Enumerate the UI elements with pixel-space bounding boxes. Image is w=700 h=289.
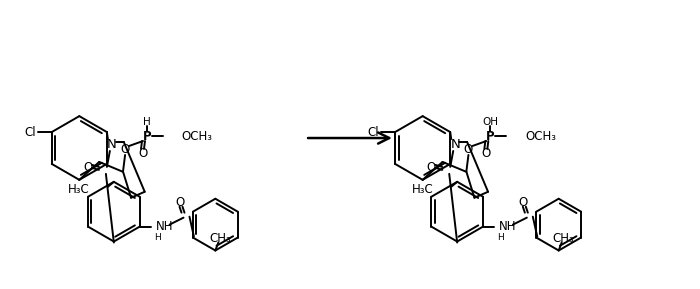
Text: O: O bbox=[83, 161, 92, 174]
Text: O: O bbox=[139, 147, 148, 160]
Text: O: O bbox=[482, 147, 491, 160]
Text: O: O bbox=[427, 161, 436, 174]
Text: Cl: Cl bbox=[368, 125, 379, 138]
Text: OH: OH bbox=[482, 117, 498, 127]
Text: Cl: Cl bbox=[24, 125, 36, 138]
Text: CH₃: CH₃ bbox=[553, 232, 575, 245]
Text: O: O bbox=[518, 196, 528, 209]
Text: N: N bbox=[450, 138, 460, 151]
Text: CH₃: CH₃ bbox=[209, 232, 231, 245]
Text: O: O bbox=[464, 143, 473, 156]
Text: P: P bbox=[486, 129, 495, 142]
Text: H: H bbox=[143, 117, 151, 127]
Text: H₃C: H₃C bbox=[412, 183, 433, 196]
Text: O: O bbox=[175, 196, 184, 209]
Text: H₃C: H₃C bbox=[68, 183, 90, 196]
Text: NH: NH bbox=[499, 220, 517, 233]
Text: N: N bbox=[107, 138, 117, 151]
Text: H: H bbox=[154, 233, 161, 242]
Text: OCH₃: OCH₃ bbox=[182, 129, 213, 142]
Text: H: H bbox=[498, 233, 504, 242]
Text: NH: NH bbox=[155, 220, 173, 233]
Text: O: O bbox=[120, 143, 130, 156]
Text: P: P bbox=[143, 129, 151, 142]
Text: OCH₃: OCH₃ bbox=[525, 129, 556, 142]
